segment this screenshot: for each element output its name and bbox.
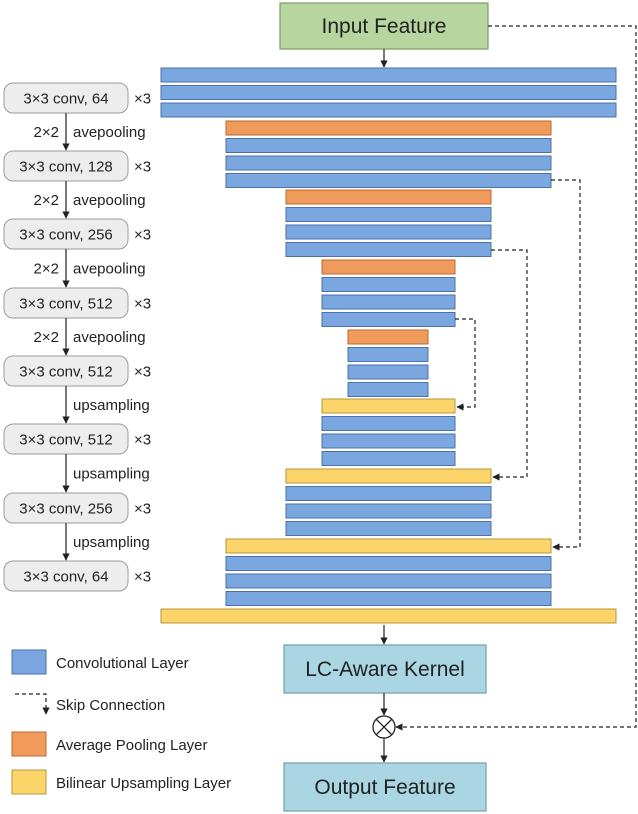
layer-spec-transition-op-4: upsampling bbox=[73, 397, 150, 414]
conv-layer-bar-1-1 bbox=[225, 138, 552, 153]
multiply-cross-b bbox=[376, 719, 392, 735]
conv-layer-bar-2-2 bbox=[285, 224, 492, 240]
legend-conv-label: Convolutional Layer bbox=[56, 655, 189, 672]
upsampling-layer-bar-8-0 bbox=[160, 608, 617, 624]
upsampling-layer-bar-6-0 bbox=[285, 468, 492, 484]
conv-layer-bar-7-2 bbox=[225, 573, 552, 589]
skip-connection-2 bbox=[491, 249, 528, 481]
layer-spec-column: 3×3 conv, 64 ×3 2×2 avepooling 3×3 conv, 128… bbox=[3, 82, 151, 592]
pooling-layer-bar-3-0 bbox=[321, 259, 456, 275]
conv-layer-bar-0-2 bbox=[160, 102, 617, 118]
layer-spec-multiplier-0: ×3 bbox=[134, 91, 151, 108]
layer-spec-transition-op-0: avepooling bbox=[73, 124, 146, 141]
layer-spec-transition-op-2: avepooling bbox=[73, 261, 146, 278]
lc-aware-kernel-node: LC-Aware Kernel bbox=[283, 644, 487, 694]
input-feature-box bbox=[279, 2, 489, 50]
skip-connection-1 bbox=[551, 179, 581, 551]
conv-layer-bar-2-1 bbox=[285, 207, 492, 222]
layer-spec-multiplier-2: ×3 bbox=[134, 227, 151, 244]
input-feature-node: Input Feature bbox=[279, 2, 489, 50]
legend-pool-label: Average Pooling Layer bbox=[56, 737, 208, 754]
conv-layer-bar-5-1 bbox=[321, 416, 456, 431]
upsampling-layer-bar-5-0 bbox=[321, 398, 456, 414]
legend-upsample-swatch bbox=[11, 769, 47, 795]
conv-layer-bar-3-2 bbox=[321, 294, 456, 310]
layer-spec-label-4: 3×3 conv, 512 bbox=[19, 364, 113, 381]
layer-spec-label-2: 3×3 conv, 256 bbox=[19, 227, 113, 244]
conv-layer-bar-1-2 bbox=[225, 155, 552, 171]
lc-aware-kernel-label: LC-Aware Kernel bbox=[305, 658, 465, 681]
layer-spec-transition-size-1: 2×2 bbox=[34, 192, 59, 209]
layer-spec-label-1: 3×3 conv, 128 bbox=[19, 159, 113, 176]
lc-aware-kernel-box bbox=[283, 644, 487, 694]
layer-spec-label-6: 3×3 conv, 256 bbox=[19, 501, 113, 518]
conv-layer-bar-0-0 bbox=[160, 67, 617, 83]
layer-spec-multiplier-3: ×3 bbox=[134, 296, 151, 313]
layer-spec-transition-op-6: upsampling bbox=[73, 534, 150, 551]
layer-spec-multiplier-5: ×3 bbox=[134, 432, 151, 449]
skip-connections bbox=[455, 179, 581, 551]
layer-spec-multiplier-6: ×3 bbox=[134, 501, 151, 518]
layer-spec-label-0: 3×3 conv, 64 bbox=[23, 91, 108, 108]
layer-spec-transition-size-0: 2×2 bbox=[34, 124, 59, 141]
legend: Convolutional Layer Skip Connection Averag… bbox=[11, 649, 231, 795]
conv-layer-bar-4-2 bbox=[347, 364, 429, 380]
conv-layer-bar-6-3 bbox=[285, 521, 492, 536]
layer-stack bbox=[160, 67, 617, 624]
global-skip-connection bbox=[395, 25, 637, 731]
conv-layer-bar-2-3 bbox=[285, 242, 492, 257]
conv-layer-bar-0-1 bbox=[160, 85, 617, 100]
layer-spec-transition-op-3: avepooling bbox=[73, 329, 146, 346]
layer-spec-transition-size-3: 2×2 bbox=[34, 329, 59, 346]
multiply-operator bbox=[372, 715, 396, 739]
pooling-layer-bar-1-0 bbox=[225, 120, 552, 136]
conv-layer-bar-1-3 bbox=[225, 173, 552, 188]
legend-skip-swatch bbox=[15, 693, 50, 715]
conv-layer-bar-3-3 bbox=[321, 312, 456, 327]
output-feature-node: Output Feature bbox=[283, 762, 487, 812]
pooling-layer-bar-4-0 bbox=[347, 329, 429, 345]
layer-spec-label-3: 3×3 conv, 512 bbox=[19, 296, 113, 313]
layer-spec-multiplier-4: ×3 bbox=[134, 364, 151, 381]
conv-layer-bar-4-1 bbox=[347, 347, 429, 362]
legend-skip-label: Skip Connection bbox=[56, 697, 165, 714]
legend-conv-swatch bbox=[11, 649, 47, 675]
conv-layer-bar-6-1 bbox=[285, 486, 492, 501]
conv-layer-bar-5-3 bbox=[321, 451, 456, 466]
output-feature-label: Output Feature bbox=[314, 776, 455, 799]
layer-spec-multiplier-1: ×3 bbox=[134, 159, 151, 176]
layer-spec-transition-op-5: upsampling bbox=[73, 466, 150, 483]
output-feature-box bbox=[283, 762, 487, 812]
conv-layer-bar-6-2 bbox=[285, 503, 492, 519]
layer-spec-transition-op-1: avepooling bbox=[73, 192, 146, 209]
layer-spec-transition-size-2: 2×2 bbox=[34, 261, 59, 278]
layer-spec-label-7: 3×3 conv, 64 bbox=[23, 569, 108, 586]
layer-spec-multiplier-7: ×3 bbox=[134, 569, 151, 586]
conv-layer-bar-3-1 bbox=[321, 277, 456, 292]
legend-upsample-label: Bilinear Upsampling Layer bbox=[56, 775, 231, 792]
layer-spec-label-5: 3×3 conv, 512 bbox=[19, 432, 113, 449]
skip-connection-3 bbox=[455, 318, 476, 411]
conv-layer-bar-7-1 bbox=[225, 556, 552, 571]
conv-layer-bar-4-3 bbox=[347, 382, 429, 397]
legend-pool-swatch bbox=[11, 731, 47, 757]
input-feature-label: Input Feature bbox=[322, 15, 447, 38]
layer-spec-pill-7 bbox=[3, 560, 129, 592]
pooling-layer-bar-2-0 bbox=[285, 189, 492, 205]
conv-layer-bar-5-2 bbox=[321, 433, 456, 449]
conv-layer-bar-7-3 bbox=[225, 591, 552, 606]
upsampling-layer-bar-7-0 bbox=[225, 538, 552, 554]
